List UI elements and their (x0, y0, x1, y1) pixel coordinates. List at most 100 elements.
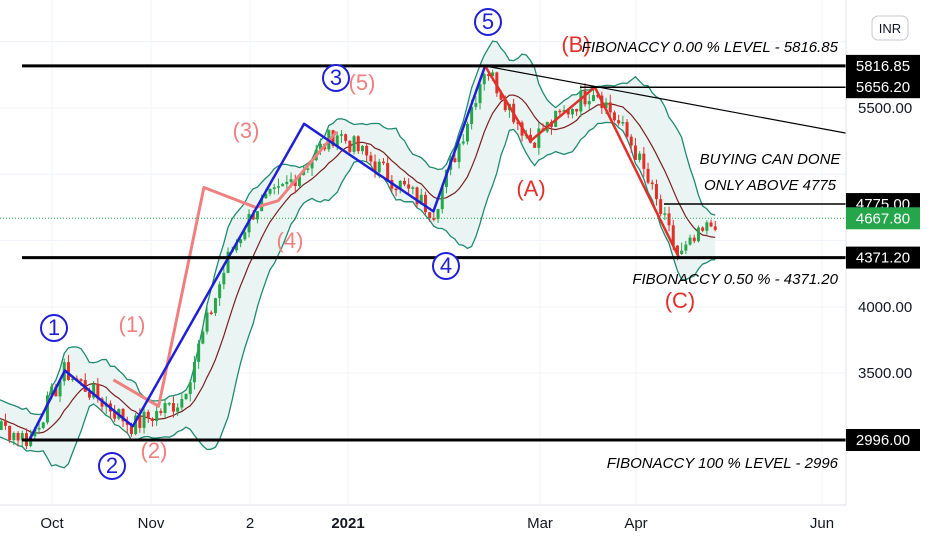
sub-wave-label: (3) (233, 118, 260, 143)
candle-body (566, 110, 570, 115)
price-level-badge[interactable] (846, 54, 920, 77)
candle-body (197, 343, 201, 362)
candle-body (663, 213, 667, 215)
price-level-badge[interactable] (846, 207, 920, 230)
candle-body (671, 225, 675, 246)
candle-body (419, 194, 423, 205)
candle-body (650, 182, 654, 185)
candle-body (268, 188, 272, 194)
price-level-badge[interactable] (846, 429, 920, 451)
candle-body (243, 232, 247, 240)
candle-body (159, 410, 163, 413)
candle-body (129, 424, 133, 435)
candle-body (583, 90, 587, 105)
candle-body (192, 361, 196, 383)
x-tick-label: Nov (138, 515, 165, 532)
candle-body (621, 122, 625, 124)
time-axis[interactable]: Oct Nov 2 2021 Mar Apr Jun (40, 515, 834, 532)
candle-body (638, 153, 642, 160)
candle-body (45, 395, 49, 423)
candle-body (713, 226, 717, 230)
x-tick-label: 2 (246, 515, 254, 532)
currency-badge[interactable]: INR (871, 15, 909, 41)
price-level-badge-text: 5816.85 (856, 58, 910, 75)
candle-body (579, 90, 583, 112)
candle-body (373, 161, 377, 173)
trend-line (484, 65, 847, 134)
candle-body (457, 143, 461, 163)
candle-body (701, 227, 705, 231)
candle-body (352, 136, 356, 152)
candle-body (596, 95, 600, 97)
candle-body (16, 432, 20, 441)
candle-body (365, 145, 369, 156)
candle-body (482, 74, 486, 85)
candle-body (226, 251, 230, 273)
sub-wave-label: (1) (119, 312, 146, 337)
candle-body (71, 378, 75, 381)
currency-label: INR (879, 21, 901, 36)
candle-body (251, 213, 255, 220)
candle-body (92, 383, 96, 398)
price-level-badge[interactable] (846, 246, 920, 269)
candle-body (537, 128, 541, 148)
candle-body (436, 209, 440, 219)
candle-body (604, 102, 608, 108)
candle-body (134, 415, 138, 435)
candle-body (20, 433, 24, 441)
candle-body (478, 84, 482, 104)
candle-body (381, 161, 385, 164)
candle-body (470, 106, 474, 124)
candle-body (218, 284, 222, 299)
candle-body (453, 158, 457, 163)
candle-body (318, 143, 322, 150)
x-tick-label: 2021 (331, 515, 364, 532)
candle-body (37, 427, 41, 430)
candle-body (562, 110, 566, 112)
candle-body (188, 382, 192, 395)
candle-body (633, 145, 637, 160)
sub-wave-label: (2) (141, 438, 168, 463)
candle-body (339, 134, 343, 136)
sub-wave-label: (4) (277, 228, 304, 253)
candle-body (667, 213, 671, 226)
price-axis[interactable]: 3500.004000.005500.005816.855656.204775.… (846, 54, 920, 451)
candle-body (617, 120, 621, 124)
impulse-wave-line (28, 65, 487, 441)
price-level-badge-text: 2996.00 (856, 432, 910, 449)
candle-body (709, 222, 713, 227)
candle-body (629, 136, 633, 146)
candle-body (155, 410, 159, 422)
candle-body (516, 122, 520, 124)
candle-body (474, 103, 478, 107)
band-upper-line (0, 40, 716, 416)
candle-body (642, 153, 646, 169)
price-level-badge[interactable] (846, 76, 920, 99)
candle-body (79, 379, 83, 381)
elliott-wave-lines (28, 65, 681, 441)
candle-body (570, 108, 574, 115)
candle-body (180, 399, 184, 408)
impulse-wave-label-5-circle (474, 8, 502, 36)
candle-body (612, 112, 616, 121)
candle-body (528, 134, 532, 143)
candle-body (696, 227, 700, 242)
candle-body (465, 123, 469, 142)
candle-body (142, 411, 146, 428)
candle-body (163, 403, 167, 413)
moving-average-line (0, 94, 716, 434)
candle-body (491, 72, 495, 76)
candle-body (184, 394, 188, 400)
candle-body (335, 135, 339, 146)
candle-body (402, 180, 406, 185)
candle-body (499, 93, 503, 100)
candle-body (558, 110, 562, 113)
candle-body (138, 415, 142, 428)
impulse-wave-label-1: 1 (48, 315, 60, 340)
correction-wave-label: (C) (665, 288, 696, 313)
candle-body (428, 212, 432, 219)
candle-body (41, 422, 45, 428)
candle-body (369, 155, 373, 162)
impulse-wave-label-3: 3 (330, 65, 342, 90)
